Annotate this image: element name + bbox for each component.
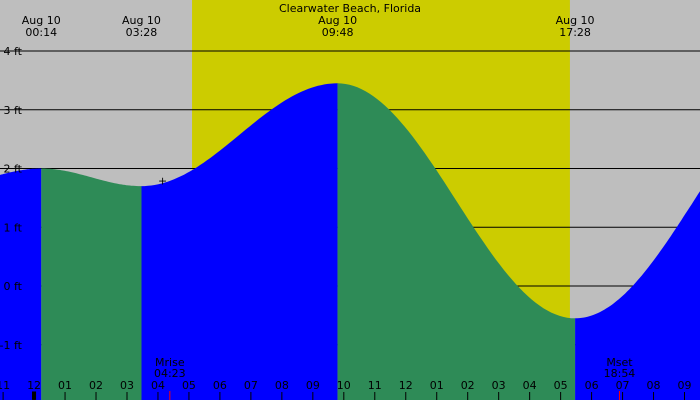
y-axis-labels: 4 ft 3 ft 2 ft 1 ft 0 ft -1 ft (0, 45, 23, 352)
chart-marker: + (158, 174, 167, 187)
x-tick-label: 03 (492, 379, 506, 392)
x-tick-label: 07 (616, 379, 630, 392)
x-tick-label: 08 (275, 379, 289, 392)
rising-tide-area (0, 168, 42, 400)
x-axis-labels: 11 12 01 02 03 04 05 06 07 08 09 10 11 12 01 02 03 04 05 06… (0, 379, 692, 400)
x-tick-label: 12 (27, 379, 41, 392)
tide-event-date: Aug 10 (22, 14, 61, 27)
x-tick-label: 11 (0, 379, 10, 392)
x-tick-label: 08 (647, 379, 661, 392)
x-tick-label: 02 (89, 379, 103, 392)
falling-tide-area (337, 83, 576, 400)
x-tick-label: 07 (244, 379, 258, 392)
x-tick-label: 11 (368, 379, 382, 392)
x-tick-label: 01 (430, 379, 444, 392)
x-tick-label: 09 (306, 379, 320, 392)
moon-event-time: 18:54 (604, 367, 636, 380)
chart-marker: ▮ (31, 389, 37, 400)
x-tick-label: 01 (58, 379, 72, 392)
tide-event-time: 03:28 (126, 26, 158, 39)
x-tick-label: 02 (461, 379, 475, 392)
falling-tide-area (41, 168, 142, 400)
x-tick-label: 05 (182, 379, 196, 392)
y-tick-label: 3 ft (4, 104, 23, 117)
x-tick-label: 10 (337, 379, 351, 392)
y-tick-label: 0 ft (4, 280, 23, 293)
x-tick-label: 03 (120, 379, 134, 392)
chart-markers: +▮ (31, 174, 167, 400)
moon-event-label: Mrise (155, 356, 185, 369)
rising-tide-area (575, 191, 700, 400)
moon-event-label: Mset (606, 356, 633, 369)
y-tick-label: 2 ft (4, 163, 23, 176)
rising-tide-area (141, 83, 338, 400)
x-tick-label: 06 (585, 379, 599, 392)
tide-event-date: Aug 10 (122, 14, 161, 27)
x-tick-label: 04 (151, 379, 165, 392)
chart-title: Clearwater Beach, Florida (279, 2, 421, 15)
tide-event-time: 09:48 (322, 26, 354, 39)
tide-event-time: 00:14 (25, 26, 57, 39)
x-tick-label: 12 (399, 379, 413, 392)
moon-event-time: 04:23 (154, 367, 186, 380)
x-tick-label: 04 (523, 379, 537, 392)
x-tick-label: 05 (554, 379, 568, 392)
x-tick-label: 09 (678, 379, 692, 392)
y-tick-label: 4 ft (4, 45, 23, 58)
tide-event-date: Aug 10 (318, 14, 357, 27)
y-tick-label: -1 ft (0, 339, 23, 352)
tide-event-time: 17:28 (559, 26, 591, 39)
tide-fill-areas (0, 83, 700, 400)
tide-event-date: Aug 10 (556, 14, 595, 27)
y-tick-label: 1 ft (4, 221, 23, 234)
x-tick-label: 06 (213, 379, 227, 392)
